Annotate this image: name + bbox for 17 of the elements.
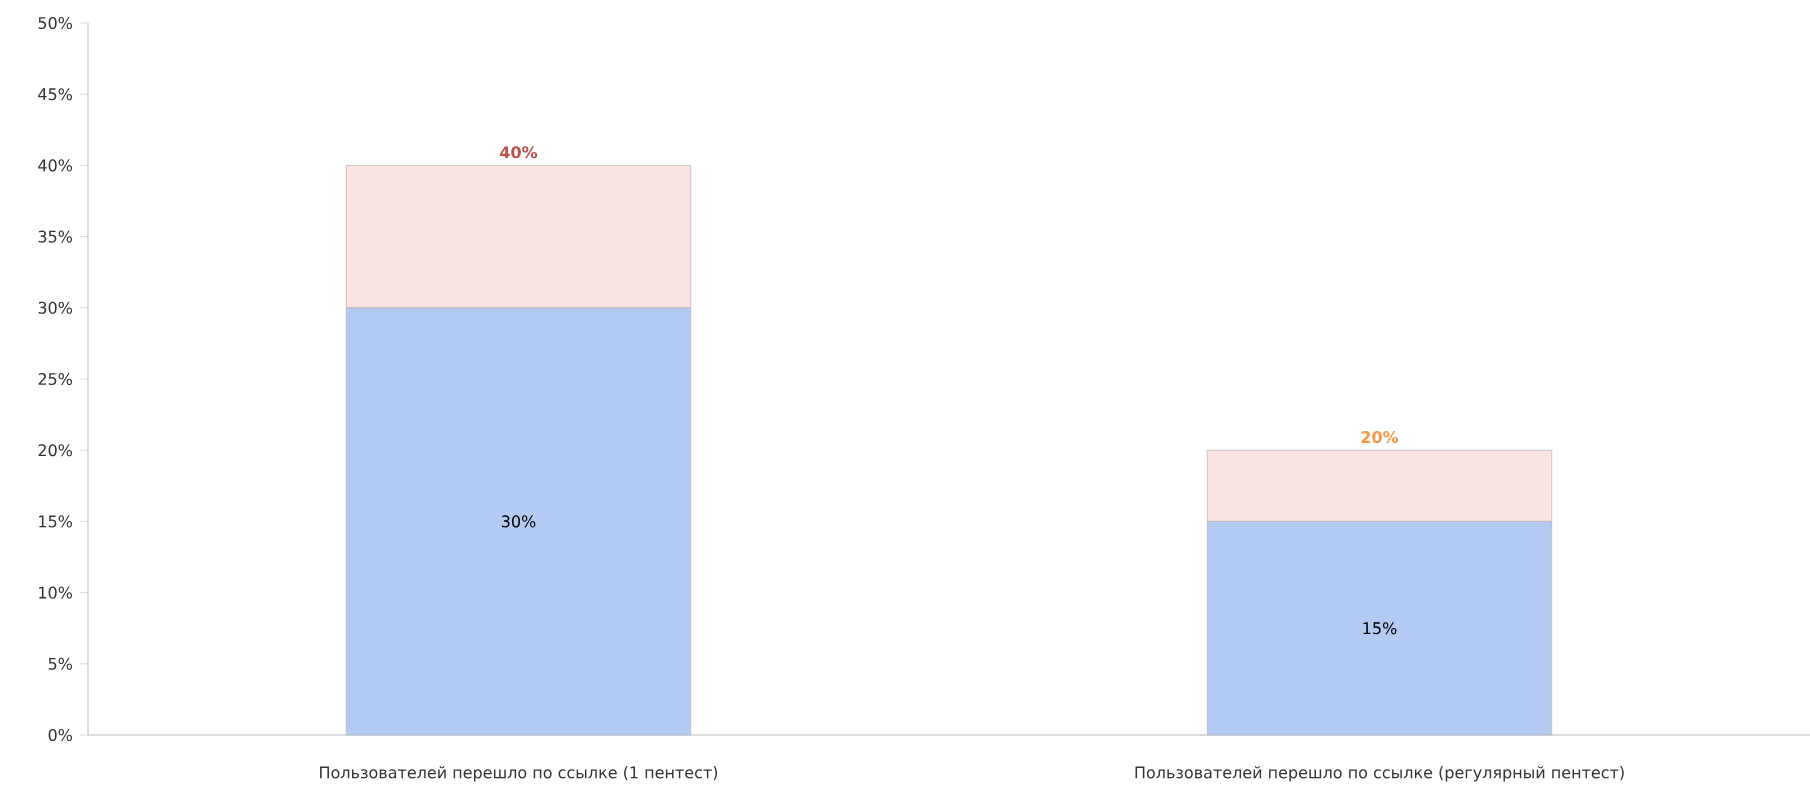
y-tick-label: 35% bbox=[38, 230, 73, 243]
x-tick-label: Пользователей перешло по ссылке (регулярный пентест) bbox=[1135, 766, 1624, 782]
y-tick-label: 0% bbox=[48, 728, 73, 742]
y-tick-label: 10% bbox=[39, 586, 73, 599]
y-tick-label: 15% bbox=[39, 515, 73, 528]
y-tick-label: 40% bbox=[38, 159, 73, 172]
x-tick-label: Пользователей перешло по ссылке (1 пентест) bbox=[320, 766, 718, 782]
data-label: 15% bbox=[1363, 622, 1397, 635]
total-label: 20% bbox=[1361, 431, 1399, 444]
total-label: 40% bbox=[500, 146, 538, 159]
y-tick-label: 30% bbox=[38, 301, 73, 314]
y-tick-label: 45% bbox=[38, 88, 73, 101]
data-label: 30% bbox=[501, 515, 536, 528]
y-tick-label: 5% bbox=[48, 657, 73, 670]
y-tick-label: 50% bbox=[38, 16, 73, 30]
y-tick-label: 25% bbox=[38, 372, 73, 386]
y-tick-label: 20% bbox=[38, 444, 73, 457]
